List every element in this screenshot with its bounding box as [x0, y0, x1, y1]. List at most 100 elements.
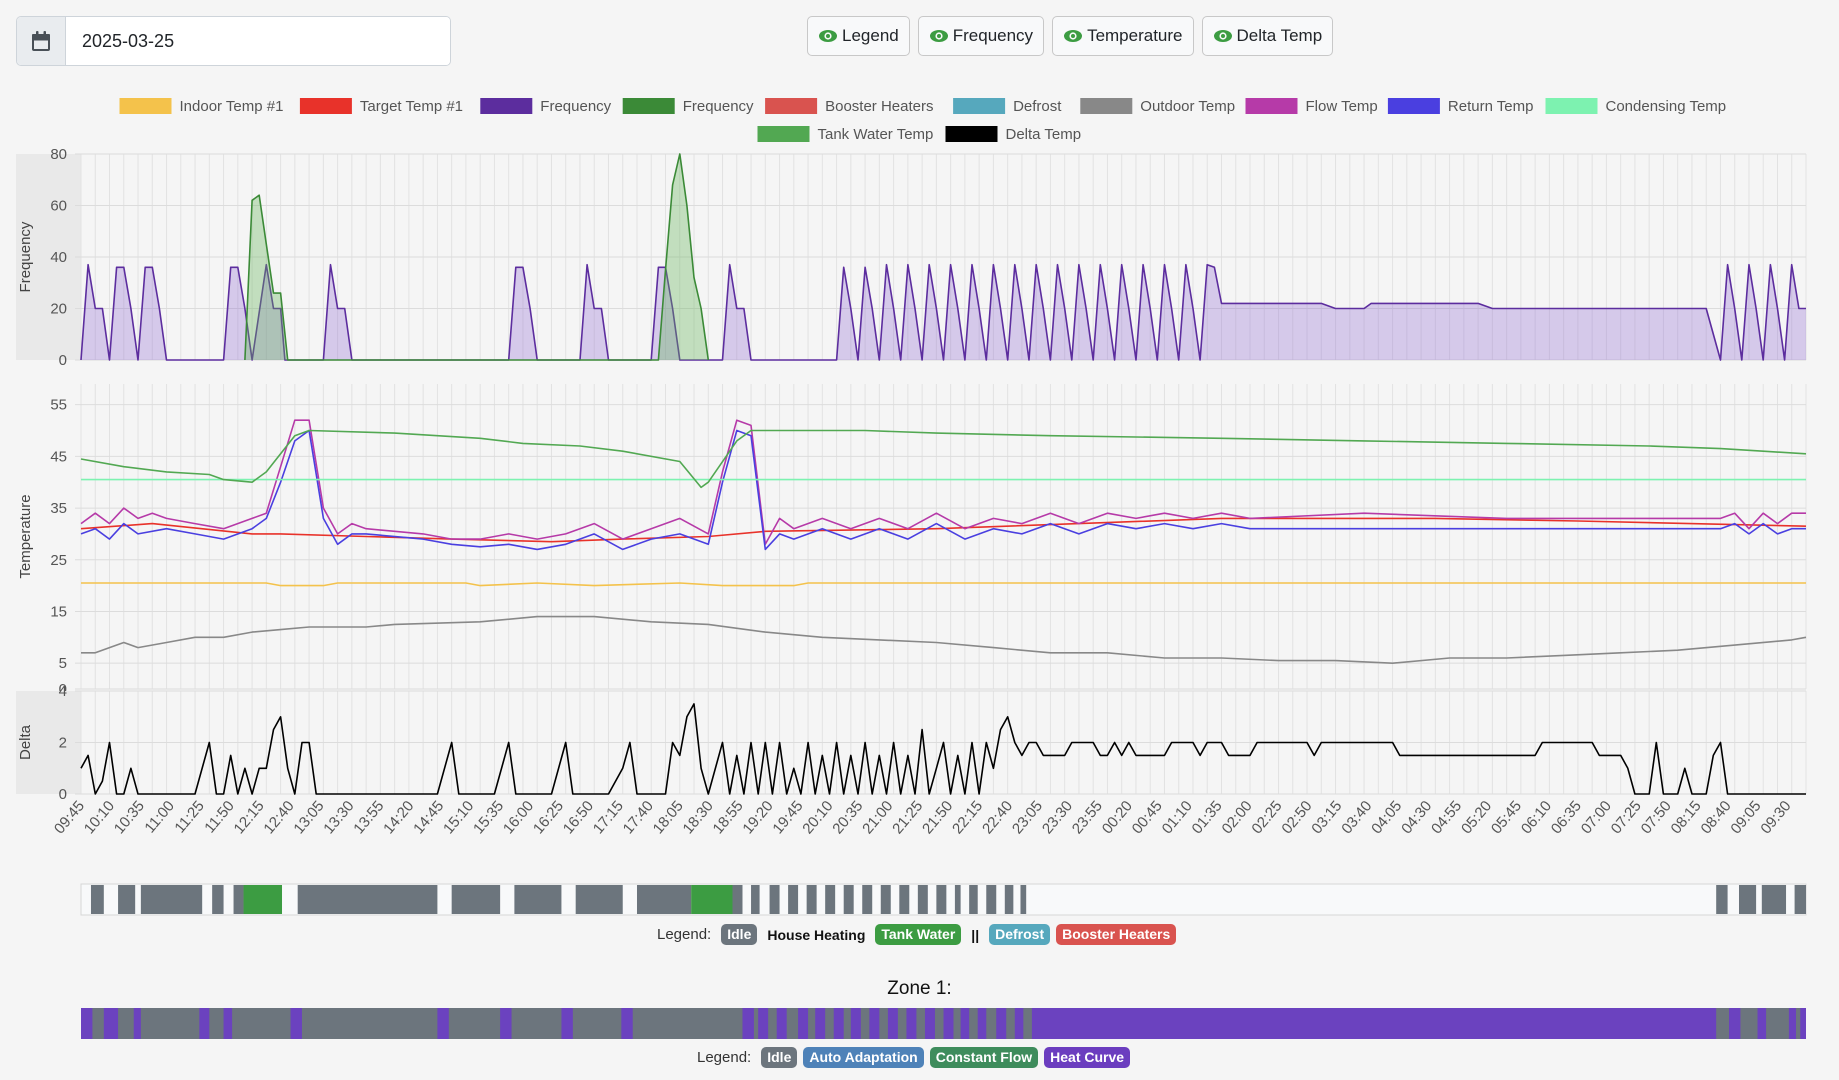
- x-tick-label: 04:05: [1368, 798, 1405, 838]
- y-tick-label: 2: [59, 735, 67, 752]
- x-tick-label: 15:10: [440, 798, 477, 838]
- y-axis-label: Delta: [17, 724, 34, 760]
- x-tick-label: 21:50: [919, 798, 956, 838]
- legend-label: Condensing Temp: [1606, 98, 1727, 115]
- legend-swatch: [480, 98, 533, 114]
- x-tick-label: 11:00: [141, 798, 177, 837]
- x-tick-label: 06:10: [1518, 798, 1555, 838]
- status-segment: [954, 885, 961, 914]
- zone-legend-badge: Heat Curve: [1044, 1047, 1131, 1068]
- status-segment: [514, 885, 562, 914]
- status-segment: [451, 885, 501, 914]
- status-segment: [862, 885, 873, 914]
- x-tick-label: 07:00: [1578, 798, 1615, 838]
- y-tick-label: 20: [50, 301, 67, 318]
- status-segment: [843, 885, 854, 914]
- x-tick-label: 17:15: [590, 798, 627, 838]
- x-tick-label: 08:15: [1668, 798, 1705, 838]
- zone-segment: [572, 1008, 622, 1039]
- temperature-toggle-button[interactable]: Temperature: [1052, 16, 1194, 56]
- x-tick-label: 07:50: [1638, 798, 1675, 838]
- zone-segment: [753, 1008, 759, 1039]
- status-segment: [243, 885, 283, 914]
- y-tick-label: 55: [50, 397, 67, 414]
- zone-segment: [301, 1008, 438, 1039]
- frequency-toggle-label: Frequency: [952, 26, 1034, 45]
- legend-label: Flow Temp: [1306, 98, 1378, 115]
- status-legend-text: House Heating: [767, 926, 866, 943]
- series-line: [244, 153, 710, 361]
- x-tick-label: 23:55: [1069, 798, 1106, 838]
- status-segment: [769, 885, 780, 914]
- y-tick-label: 0: [59, 681, 67, 698]
- zone-segment: [969, 1008, 978, 1039]
- date-input[interactable]: [66, 17, 450, 65]
- legend-swatch: [1387, 98, 1440, 114]
- status-segment: [1004, 885, 1014, 914]
- x-tick-label: 17:40: [620, 798, 657, 838]
- status-legend-label: Legend:: [657, 926, 712, 943]
- zone-segment: [632, 1008, 743, 1039]
- series-area: [244, 154, 709, 360]
- series-line: [80, 429, 1806, 551]
- delta-temp-toggle-label: Delta Temp: [1236, 26, 1323, 45]
- legend-label: Frequency: [683, 98, 754, 115]
- zone-segment: [934, 1008, 944, 1039]
- status-legend-text: ||: [971, 926, 980, 943]
- zone-segment: [209, 1008, 224, 1039]
- legend-label: Indoor Temp #1: [180, 98, 284, 115]
- y-tick-label: 80: [50, 146, 67, 163]
- x-tick-label: 12:40: [260, 798, 297, 838]
- zone-segment: [986, 1008, 997, 1039]
- x-tick-label: 02:00: [1218, 798, 1255, 838]
- x-tick-label: 06:35: [1548, 798, 1585, 838]
- date-picker: [16, 16, 451, 66]
- legend-label: Defrost: [1013, 98, 1062, 115]
- y-tick-label: 5: [59, 655, 67, 672]
- x-tick-label: 12:15: [231, 798, 268, 838]
- status-bar: [80, 883, 1807, 916]
- zone-segment: [92, 1008, 104, 1039]
- x-tick-label: 21:00: [859, 798, 896, 838]
- zone-segment: [232, 1008, 291, 1039]
- series-line: [81, 615, 1807, 665]
- zone-segment: [118, 1008, 134, 1039]
- status-legend: Legend: Idle House Heating Tank Water || Def…: [657, 924, 1177, 945]
- x-tick-label: 23:30: [1039, 798, 1076, 838]
- legend-label: Delta Temp: [1006, 126, 1082, 143]
- x-tick-label: 08:40: [1697, 798, 1734, 838]
- x-tick-label: 05:45: [1488, 798, 1525, 838]
- calendar-icon[interactable]: [17, 17, 66, 65]
- legend-swatch: [1545, 98, 1598, 114]
- zone-segment: [825, 1008, 834, 1039]
- x-tick-label: 14:45: [410, 798, 447, 838]
- x-tick-label: 18:05: [650, 798, 687, 838]
- x-tick-label: 22:15: [949, 798, 986, 838]
- x-tick-label: 04:30: [1398, 798, 1435, 838]
- x-tick-label: 20:35: [829, 798, 866, 838]
- status-segment: [899, 885, 910, 914]
- legend-toggle-button[interactable]: Legend: [807, 16, 910, 56]
- x-tick-label: 03:15: [1308, 798, 1345, 838]
- status-segment: [636, 885, 692, 914]
- zone-segment: [448, 1008, 501, 1039]
- status-legend-badge: Idle: [721, 924, 758, 945]
- y-tick-label: 35: [50, 500, 67, 517]
- legend-label: Outdoor Temp: [1140, 98, 1235, 115]
- series-toggle-group: Legend Frequency Temperature Delta Temp: [807, 16, 1334, 56]
- status-segment: [297, 885, 438, 914]
- zone-segment: [879, 1008, 888, 1039]
- legend-swatch: [299, 98, 352, 114]
- status-segment: [880, 885, 891, 914]
- series-line: [80, 263, 1806, 361]
- x-tick-label: 22:40: [979, 798, 1016, 838]
- x-tick-label: 04:55: [1428, 798, 1465, 838]
- x-tick-label: 02:25: [1248, 798, 1285, 838]
- delta-temp-toggle-button[interactable]: Delta Temp: [1201, 16, 1334, 56]
- status-segment: [90, 885, 104, 914]
- status-segment: [212, 885, 224, 914]
- y-axis-label: Temperature: [17, 494, 34, 578]
- x-tick-label: 16:50: [560, 798, 597, 838]
- legend-swatch: [622, 98, 675, 114]
- frequency-toggle-button[interactable]: Frequency: [917, 16, 1045, 56]
